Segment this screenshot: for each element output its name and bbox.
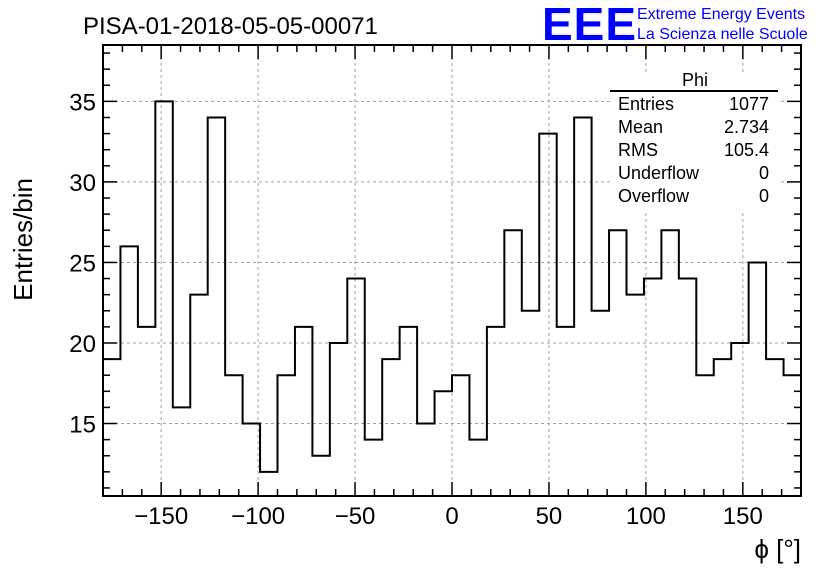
y-tick-label: 30 — [69, 170, 96, 197]
y-tick-label: 25 — [69, 250, 96, 277]
eee-logo-mark: EEE — [542, 0, 637, 50]
stats-label-rms: RMS — [618, 140, 658, 160]
x-tick-label: −150 — [134, 503, 188, 530]
eee-logo-line1: Extreme Energy Events — [637, 6, 805, 23]
x-tick-label: 100 — [626, 503, 666, 530]
stats-value-rms: 105.4 — [724, 140, 769, 160]
stats-label-overflow: Overflow — [618, 186, 690, 206]
stats-box-title: Phi — [682, 70, 708, 90]
y-axis-label: Entries/bin — [8, 178, 38, 301]
stats-box-background — [610, 75, 778, 211]
x-tick-label: −100 — [231, 503, 285, 530]
stats-value-mean: 2.734 — [724, 117, 769, 137]
x-tick-label: 50 — [536, 503, 563, 530]
stats-value-entries: 1077 — [729, 94, 769, 114]
eee-logo-line2: La Scienza nelle Scuole — [637, 26, 808, 43]
x-tick-label: −50 — [335, 503, 376, 530]
stats-value-underflow: 0 — [759, 163, 769, 183]
stats-box: Phi Entries 1077 Mean 2.734 RMS 105.4 Un… — [610, 70, 778, 211]
axis-ticks — [102, 45, 802, 496]
chart-title: PISA-01-2018-05-05-00071 — [83, 13, 378, 40]
eee-logo: EEE Extreme Energy Events La Scienza nel… — [542, 0, 808, 50]
grid-lines — [103, 45, 801, 496]
stats-label-mean: Mean — [618, 117, 663, 137]
stats-label-underflow: Underflow — [618, 163, 700, 183]
x-tick-label: 0 — [445, 503, 458, 530]
y-tick-label: 20 — [69, 331, 96, 358]
stats-label-entries: Entries — [618, 94, 674, 114]
stats-value-overflow: 0 — [759, 186, 769, 206]
x-tick-label: 150 — [723, 503, 763, 530]
y-tick-label: 35 — [69, 89, 96, 116]
histogram-series — [102, 100, 802, 496]
y-tick-label: 15 — [69, 412, 96, 439]
x-axis-label: ϕ [°] — [754, 534, 801, 564]
tick-labels: −150 −100 −50 0 50 100 150 15 20 25 30 35 — [69, 89, 763, 530]
